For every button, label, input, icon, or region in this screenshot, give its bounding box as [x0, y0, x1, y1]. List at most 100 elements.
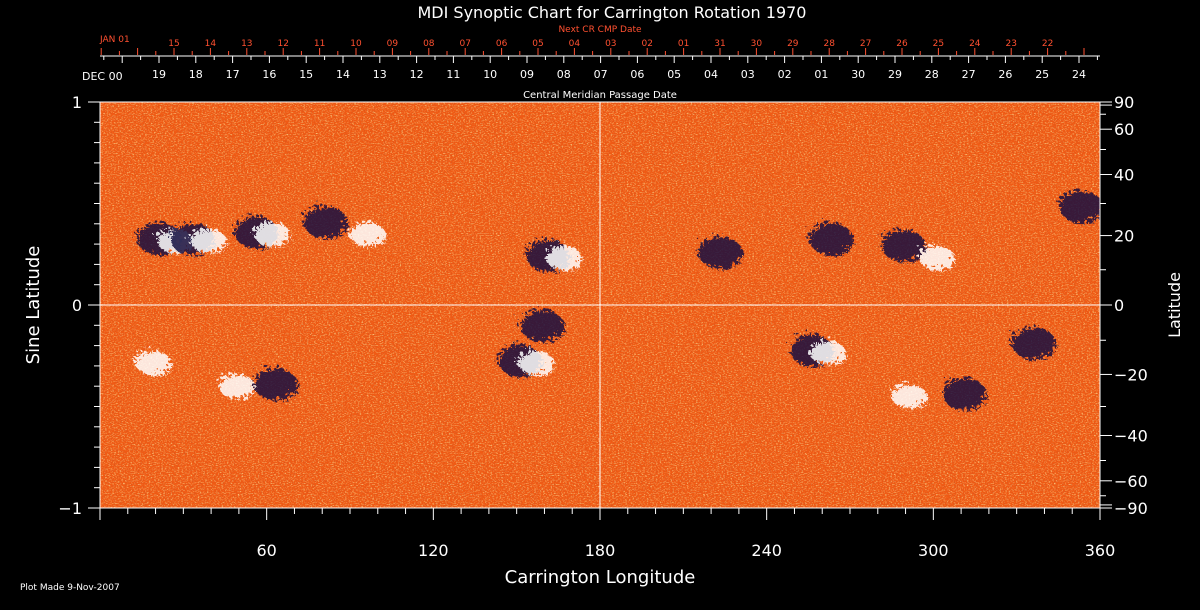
next-cmp-tick-label: 23 — [1005, 39, 1016, 49]
active-region — [215, 371, 252, 396]
active-region — [345, 218, 382, 243]
cmp-tick-label: 26 — [998, 68, 1012, 81]
cmp-tick-label: 30 — [851, 68, 865, 81]
cmp-tick-label: 17 — [226, 68, 240, 81]
cmp-tick-label: 03 — [741, 68, 755, 81]
active-region — [786, 331, 843, 364]
active-region — [166, 219, 223, 252]
active-region — [522, 236, 579, 269]
next-cmp-tick-label: 30 — [751, 39, 763, 49]
y-axis-right: 90 60 40 20 0 −20 −40 −60 −90 — [1100, 93, 1148, 518]
next-cmp-tick-label: 13 — [241, 39, 252, 49]
y-right-tick-label: 40 — [1114, 166, 1134, 185]
cmp-tick-label: 15 — [299, 68, 313, 81]
cmp-start-label: DEC 00 — [82, 70, 123, 83]
cmp-tick-label: 06 — [630, 68, 644, 81]
y-right-tick-label: −90 — [1114, 499, 1148, 518]
cmp-tick-label: 13 — [373, 68, 387, 81]
y-right-tick-label: 60 — [1114, 120, 1134, 139]
x-axis: 60 120 180 240 300 360 — [99, 508, 1116, 560]
next-cmp-tick-label: 25 — [933, 39, 944, 49]
y-right-tick-label: 0 — [1114, 296, 1124, 315]
next-cmp-tick-label: 14 — [205, 39, 217, 49]
region-positive — [514, 347, 551, 372]
y-axis-left: −1 0 1 — [58, 93, 100, 518]
y-right-tick-label: 20 — [1114, 227, 1134, 246]
active-region — [132, 347, 168, 372]
cmp-axis: 19 18 17 16 15 14 13 12 11 10 09 08 07 06 05 04 03 02 01 30… — [100, 55, 1100, 81]
next-cmp-tick-label: 08 — [423, 39, 435, 49]
cmp-tick-label: 25 — [1035, 68, 1049, 81]
next-cmp-tick-label: 28 — [823, 39, 835, 49]
next-cmp-start-label: JAN 01 — [99, 35, 130, 45]
active-region — [887, 380, 924, 405]
cmp-tick-label: 14 — [336, 68, 350, 81]
region-negative — [250, 365, 295, 398]
chart-title: MDI Synoptic Chart for Carrington Rotati… — [418, 3, 807, 22]
region-negative — [939, 374, 984, 407]
x-tick-label: 360 — [1085, 541, 1116, 560]
next-cmp-tick-label: 24 — [969, 39, 981, 49]
region-positive — [542, 242, 579, 267]
active-region — [1008, 324, 1053, 357]
next-cmp-tick-label: 27 — [860, 39, 871, 49]
region-negative — [878, 226, 922, 259]
active-region — [805, 219, 850, 252]
cmp-tick-label: 10 — [483, 68, 497, 81]
cmp-tick-label: 11 — [446, 68, 460, 81]
cmp-tick-label: 19 — [152, 68, 166, 81]
y-right-tick-label: 90 — [1114, 93, 1134, 112]
cmp-tick-label: 04 — [704, 68, 718, 81]
region-positive — [250, 218, 287, 243]
next-cmp-axis: 15 14 13 12 11 10 09 08 07 06 05 04 03 02 01 31 30 29 28 27… — [100, 39, 1085, 55]
region-positive — [186, 225, 223, 250]
next-cmp-tick-label: 02 — [641, 39, 652, 49]
next-cmp-tick-label: 26 — [896, 39, 908, 49]
next-cmp-tick-label: 29 — [787, 39, 799, 49]
region-negative — [1008, 324, 1053, 357]
next-cmp-tick-label: 11 — [314, 39, 325, 49]
active-region — [694, 233, 739, 266]
next-cmp-tick-label: 05 — [532, 39, 543, 49]
next-cmp-tick-label: 04 — [569, 39, 581, 49]
x-axis-title: Carrington Longitude — [505, 567, 696, 588]
cmp-tick-label: 08 — [557, 68, 571, 81]
cmp-tick-label: 24 — [1072, 68, 1086, 81]
cmp-tick-label: 01 — [814, 68, 828, 81]
active-region — [494, 341, 551, 374]
active-regions — [132, 187, 1100, 407]
region-negative — [694, 233, 739, 266]
next-cmp-tick-label: 10 — [350, 39, 362, 49]
region-positive — [887, 380, 924, 405]
y-right-tick-label: −40 — [1114, 426, 1148, 445]
y-right-tick-label: −20 — [1114, 365, 1148, 384]
active-region — [516, 306, 561, 339]
active-region — [878, 226, 922, 259]
y-axis-left-title: Sine Latitude — [23, 246, 44, 365]
next-cmp-tick-label: 22 — [1042, 39, 1053, 49]
active-region — [1055, 187, 1100, 220]
region-negative — [516, 306, 561, 339]
region-positive — [915, 242, 952, 267]
cmp-axis-label: Central Meridian Passage Date — [523, 90, 677, 101]
active-region — [230, 212, 287, 245]
next-cmp-tick-label: 15 — [168, 39, 179, 49]
next-cmp-tick-label: 06 — [496, 39, 508, 49]
cmp-tick-label: 28 — [925, 68, 939, 81]
x-tick-label: 240 — [751, 541, 782, 560]
active-region — [915, 242, 952, 267]
y-left-tick-label: 0 — [72, 296, 82, 315]
x-tick-label: 300 — [918, 541, 949, 560]
region-positive — [806, 337, 843, 362]
next-cmp-tick-label: 12 — [277, 39, 288, 49]
region-negative — [1055, 187, 1100, 220]
y-axis-right-title: Latitude — [1165, 272, 1184, 338]
x-tick-label: 180 — [585, 541, 616, 560]
region-positive — [215, 371, 252, 396]
cmp-tick-label: 07 — [594, 68, 608, 81]
region-negative — [805, 219, 850, 252]
cmp-tick-label: 02 — [778, 68, 792, 81]
plot-made-label: Plot Made 9-Nov-2007 — [20, 583, 120, 593]
cmp-tick-label: 12 — [410, 68, 424, 81]
